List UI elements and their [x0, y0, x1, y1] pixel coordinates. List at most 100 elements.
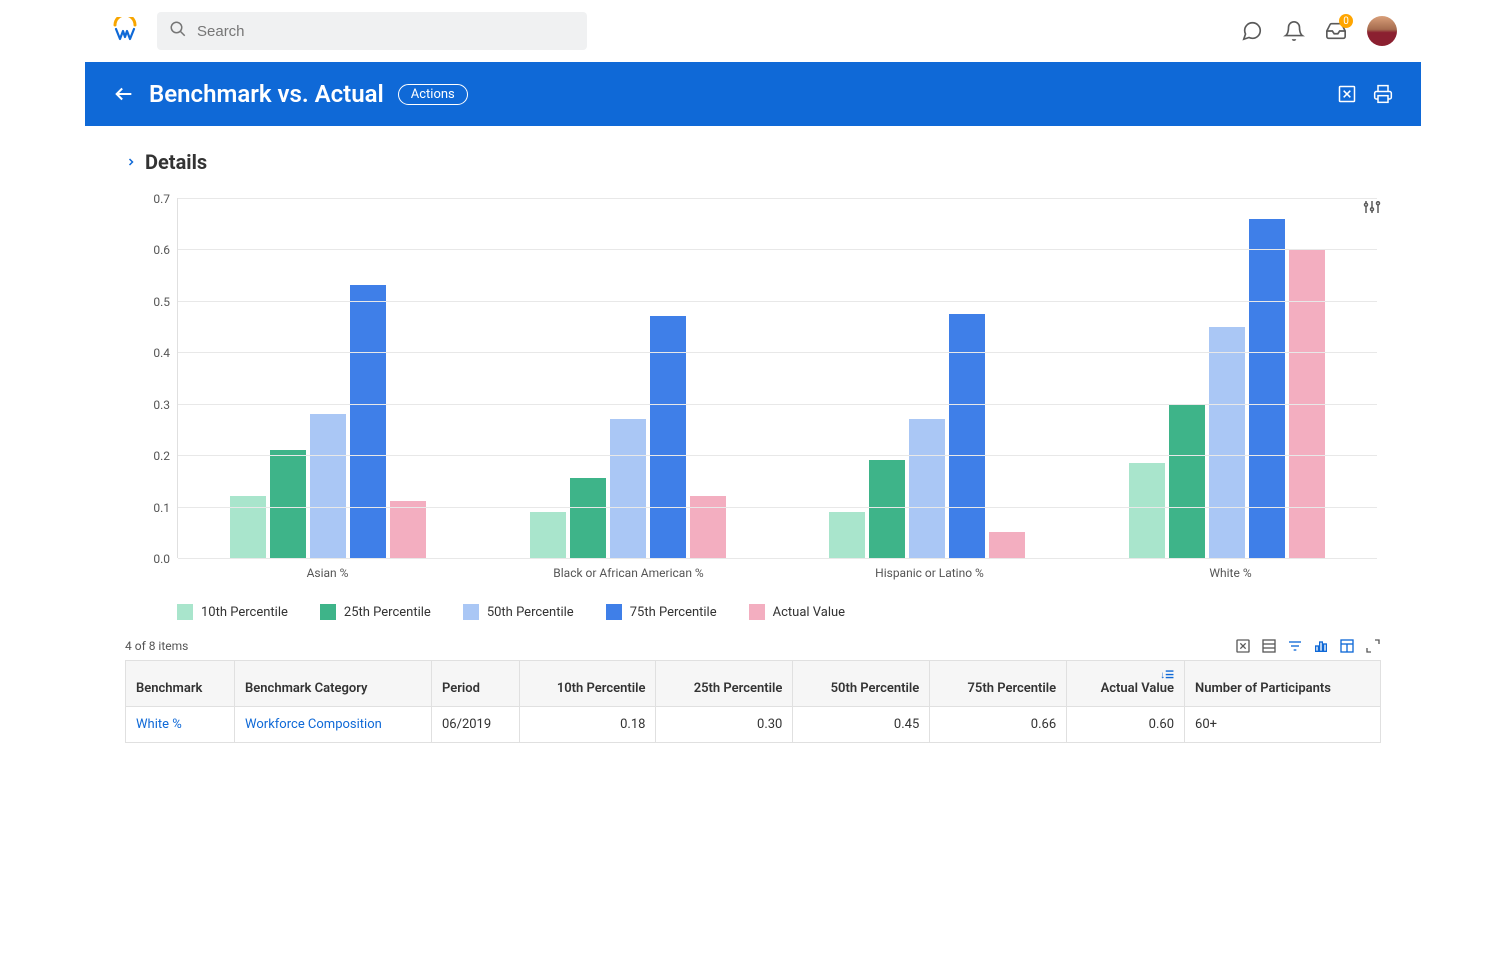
- page-title: Benchmark vs. Actual: [149, 80, 384, 108]
- chart-bar[interactable]: [270, 450, 306, 558]
- y-tick-label: 0.0: [138, 552, 170, 566]
- legend-item[interactable]: 50th Percentile: [463, 604, 574, 620]
- legend-label: Actual Value: [773, 605, 845, 620]
- notifications-icon[interactable]: [1283, 20, 1305, 42]
- actions-button[interactable]: Actions: [398, 84, 468, 105]
- sort-indicator-icon: ↓☰: [1077, 671, 1174, 681]
- legend-label: 10th Percentile: [201, 605, 288, 620]
- chart-bar[interactable]: [869, 460, 905, 558]
- topbar-icons: 0: [1241, 16, 1397, 46]
- chart-bar[interactable]: [949, 314, 985, 558]
- y-tick-label: 0.2: [138, 449, 170, 463]
- legend-swatch: [320, 604, 336, 620]
- table-cell: 60+: [1185, 707, 1381, 743]
- legend-swatch: [606, 604, 622, 620]
- chart-bar[interactable]: [390, 501, 426, 558]
- legend-label: 25th Percentile: [344, 605, 431, 620]
- x-tick-label: Asian %: [177, 566, 478, 580]
- section-toggle-icon[interactable]: [125, 153, 137, 172]
- column-header[interactable]: Benchmark: [126, 661, 235, 707]
- chart-bar[interactable]: [350, 285, 386, 558]
- y-tick-label: 0.3: [138, 398, 170, 412]
- inbox-badge: 0: [1339, 14, 1353, 28]
- table-cell: 0.60: [1067, 707, 1185, 743]
- chart-group: [1077, 198, 1377, 558]
- topbar: 0: [85, 0, 1421, 62]
- table-cell[interactable]: Workforce Composition: [235, 707, 432, 743]
- chart-bar[interactable]: [310, 414, 346, 558]
- legend-item[interactable]: 10th Percentile: [177, 604, 288, 620]
- y-tick-label: 0.6: [138, 243, 170, 257]
- column-header[interactable]: 25th Percentile: [656, 661, 793, 707]
- legend-item[interactable]: 75th Percentile: [606, 604, 717, 620]
- content: Details 0.0 0.1 0.2 0.3 0.4 0.5 0.6 0.7 Asian %…: [85, 126, 1421, 783]
- chart-bar[interactable]: [909, 419, 945, 558]
- avatar[interactable]: [1367, 16, 1397, 46]
- y-tick-label: 0.1: [138, 501, 170, 515]
- chart-bar[interactable]: [230, 496, 266, 558]
- table-chart-icon[interactable]: [1313, 638, 1329, 654]
- x-tick-label: Black or African American %: [478, 566, 779, 580]
- table-cell: 0.66: [930, 707, 1067, 743]
- chart-bar[interactable]: [1169, 404, 1205, 558]
- print-icon[interactable]: [1373, 84, 1393, 104]
- legend-item[interactable]: Actual Value: [749, 604, 845, 620]
- back-arrow-icon[interactable]: [113, 83, 135, 105]
- page-header: Benchmark vs. Actual Actions: [85, 62, 1421, 126]
- chat-icon[interactable]: [1241, 20, 1263, 42]
- search-icon: [169, 20, 187, 42]
- column-header[interactable]: ↓☰Actual Value: [1067, 661, 1185, 707]
- chart-bar[interactable]: [829, 512, 865, 558]
- app-root: 0 Benchmark vs. Actual Actions Details: [85, 0, 1421, 783]
- chart-group: [478, 198, 778, 558]
- table-toolbar: 4 of 8 items: [125, 638, 1381, 654]
- table-export-excel-icon[interactable]: [1235, 638, 1251, 654]
- chart: 0.00.10.20.30.40.50.60.7 Asian %Black or…: [125, 198, 1381, 620]
- legend-label: 75th Percentile: [630, 605, 717, 620]
- table-cell: 0.30: [656, 707, 793, 743]
- chart-bar[interactable]: [1129, 463, 1165, 558]
- table-row: White %Workforce Composition06/20190.180…: [126, 707, 1381, 743]
- table-filter-icon[interactable]: [1287, 638, 1303, 654]
- export-excel-icon[interactable]: [1337, 84, 1357, 104]
- section-title: Details: [145, 150, 207, 174]
- section-header: Details: [125, 150, 1381, 174]
- column-header[interactable]: 50th Percentile: [793, 661, 930, 707]
- table-cell: 0.45: [793, 707, 930, 743]
- table-count: 4 of 8 items: [125, 639, 188, 653]
- workday-logo[interactable]: [109, 15, 141, 47]
- legend-swatch: [749, 604, 765, 620]
- column-header[interactable]: 75th Percentile: [930, 661, 1067, 707]
- column-header[interactable]: Number of Participants: [1185, 661, 1381, 707]
- inbox-icon[interactable]: 0: [1325, 20, 1347, 42]
- chart-group: [178, 198, 478, 558]
- legend-swatch: [463, 604, 479, 620]
- data-table: BenchmarkBenchmark CategoryPeriod10th Pe…: [125, 660, 1381, 743]
- chart-bar[interactable]: [989, 532, 1025, 558]
- table-fullscreen-icon[interactable]: [1365, 638, 1381, 654]
- legend-item[interactable]: 25th Percentile: [320, 604, 431, 620]
- column-header[interactable]: Period: [431, 661, 519, 707]
- chart-bar[interactable]: [530, 512, 566, 558]
- chart-bar[interactable]: [1209, 327, 1245, 558]
- chart-legend: 10th Percentile 25th Percentile 50th Perce…: [177, 604, 1381, 620]
- y-tick-label: 0.4: [138, 346, 170, 360]
- table-cell: 06/2019: [431, 707, 519, 743]
- chart-bar[interactable]: [690, 496, 726, 558]
- table-cell[interactable]: White %: [126, 707, 235, 743]
- chart-bar[interactable]: [610, 419, 646, 558]
- chart-bar[interactable]: [570, 478, 606, 558]
- table-list-view-icon[interactable]: [1261, 638, 1277, 654]
- y-tick-label: 0.5: [138, 295, 170, 309]
- column-header[interactable]: 10th Percentile: [519, 661, 656, 707]
- legend-swatch: [177, 604, 193, 620]
- y-tick-label: 0.7: [138, 192, 170, 206]
- chart-group: [778, 198, 1078, 558]
- search-input[interactable]: [195, 22, 575, 41]
- table-columns-icon[interactable]: [1339, 638, 1355, 654]
- column-header[interactable]: Benchmark Category: [235, 661, 432, 707]
- legend-label: 50th Percentile: [487, 605, 574, 620]
- x-tick-label: White %: [1080, 566, 1381, 580]
- search-container[interactable]: [157, 12, 587, 50]
- x-tick-label: Hispanic or Latino %: [779, 566, 1080, 580]
